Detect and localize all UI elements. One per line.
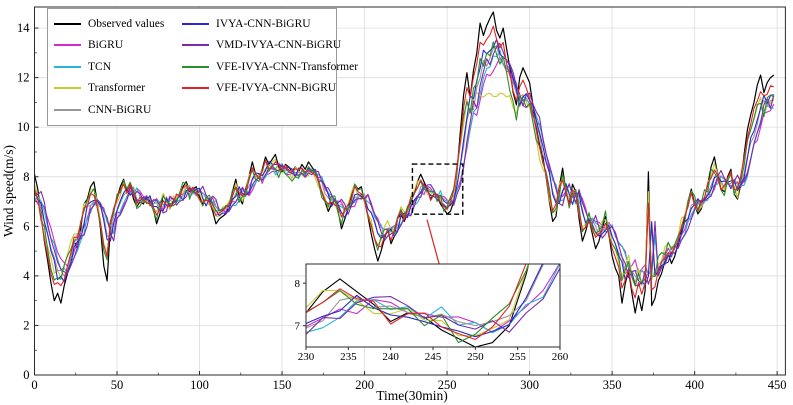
legend-column-2: IVYA-CNN-BiGRU VMD-IVYA-CNN-BiGRU VFE-IVYA…: [182, 13, 358, 121]
inset-x-tick-label: 260: [552, 351, 569, 363]
legend-line-swatch: [182, 22, 209, 25]
legend-label: IVYA-CNN-BiGRU: [216, 17, 311, 30]
inset-line-ivya-cnn-bigru: [306, 264, 544, 338]
x-axis-title: Time(30min): [376, 388, 448, 403]
inset-x-tick-label: 240: [382, 351, 399, 363]
y-tick-label: 2: [23, 318, 29, 332]
legend-line-swatch: [182, 65, 209, 68]
x-tick-label: 350: [603, 378, 622, 392]
legend-label: Transformer: [88, 82, 146, 95]
inset-x-tick-label: 230: [298, 351, 315, 363]
x-tick-label: 450: [768, 378, 787, 392]
y-tick-label: 10: [17, 120, 30, 134]
inset-line-vmd-ivya-cnn-bigru: [306, 266, 560, 336]
x-tick-label: 200: [355, 378, 374, 392]
legend-label: VFE-IVYA-CNN-Transformer: [216, 60, 359, 73]
inset-curves: [306, 264, 560, 347]
legend-line-swatch: [54, 44, 81, 47]
x-tick-label: 0: [31, 378, 37, 392]
x-tick-label: 50: [111, 378, 124, 392]
inset-line-tcn: [306, 264, 560, 334]
zoom-region-box: [411, 163, 464, 215]
y-tick-label: 8: [23, 170, 29, 184]
series-curves: [34, 11, 775, 314]
y-tick-label: 4: [23, 269, 30, 283]
legend-item-vfe-ivya-cnn-transformer: VFE-IVYA-CNN-Transformer: [182, 56, 358, 78]
inset-x-tick-label: 245: [425, 351, 442, 363]
legend-line-swatch: [54, 22, 81, 25]
legend-item-tcn: TCN: [54, 56, 182, 78]
inset-line-observed-values: [306, 264, 530, 347]
inset-x-tick-label: 235: [340, 351, 357, 363]
x-tick-label: 150: [273, 378, 292, 392]
inset-zoom-plot: 230 235 240 245 250 255 260 7 8: [295, 263, 569, 363]
x-tick-label: 250: [438, 378, 457, 392]
legend: Observed values BiGRU TCN Transformer CNN-Bi…: [47, 8, 358, 126]
legend-label: TCN: [88, 60, 111, 73]
legend-label: CNN-BiGRU: [88, 103, 152, 116]
x-tick-label: 300: [520, 378, 539, 392]
plot-frame: [34, 6, 786, 376]
legend-label: Observed values: [88, 17, 165, 30]
y-tick-label: 12: [17, 71, 30, 85]
legend-item-vfe-ivya-cnn-bigru: VFE-IVYA-CNN-BiGRU: [182, 78, 337, 100]
legend-item-cnn-bigru: CNN-BiGRU: [54, 99, 182, 121]
axes-frame: [34, 6, 786, 376]
legend-column-1: Observed values BiGRU TCN Transformer CNN-Bi…: [54, 13, 182, 121]
legend-line-swatch: [182, 44, 209, 47]
legend-item-transformer: Transformer: [54, 78, 182, 100]
axis-ticks: 0 50 100 150 200 250 300 350 400 450 0 2 4 6 8 10 12 14: [17, 21, 787, 392]
y-axis-title: Wind speed(m/s): [1, 145, 16, 237]
inset-background: [306, 264, 560, 347]
legend-item-observed-values: Observed values: [54, 13, 182, 35]
series-line-ivya-cnn-bigru: [34, 38, 774, 287]
legend-label: VFE-IVYA-CNN-BiGRU: [216, 82, 337, 95]
y-tick-label: 0: [23, 368, 29, 382]
legend-line-swatch: [54, 65, 81, 68]
inset-line-vfe-ivya-cnn-bigru: [306, 264, 527, 340]
legend-item-bigru: BiGRU: [54, 35, 182, 57]
legend-label: VMD-IVYA-CNN-BiGRU: [216, 39, 342, 52]
legend-item-ivya-cnn-bigru: IVYA-CNN-BiGRU: [182, 13, 334, 35]
inset-x-tick-label: 255: [509, 351, 526, 363]
inset-y-tick-label: 8: [295, 278, 301, 290]
legend-line-swatch: [182, 87, 209, 90]
y-tick-label: 6: [23, 219, 29, 233]
x-tick-label: 100: [190, 378, 209, 392]
x-tick-label: 400: [685, 378, 704, 392]
legend-line-swatch: [54, 108, 81, 111]
inset-y-tick-label: 7: [295, 321, 301, 333]
legend-label: BiGRU: [88, 39, 124, 52]
inset-x-tick-label: 250: [467, 351, 484, 363]
legend-line-swatch: [54, 87, 81, 90]
series-line-vfe-ivya-cnn-bigru: [34, 25, 774, 299]
legend-item-vmd-ivya-cnn-bigru: VMD-IVYA-CNN-BiGRU: [182, 35, 341, 57]
y-tick-label: 14: [17, 21, 30, 35]
